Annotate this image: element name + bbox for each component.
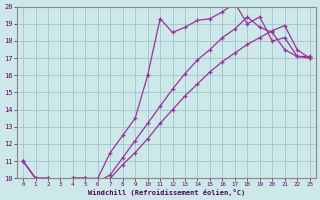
X-axis label: Windchill (Refroidissement éolien,°C): Windchill (Refroidissement éolien,°C) [88,189,245,196]
